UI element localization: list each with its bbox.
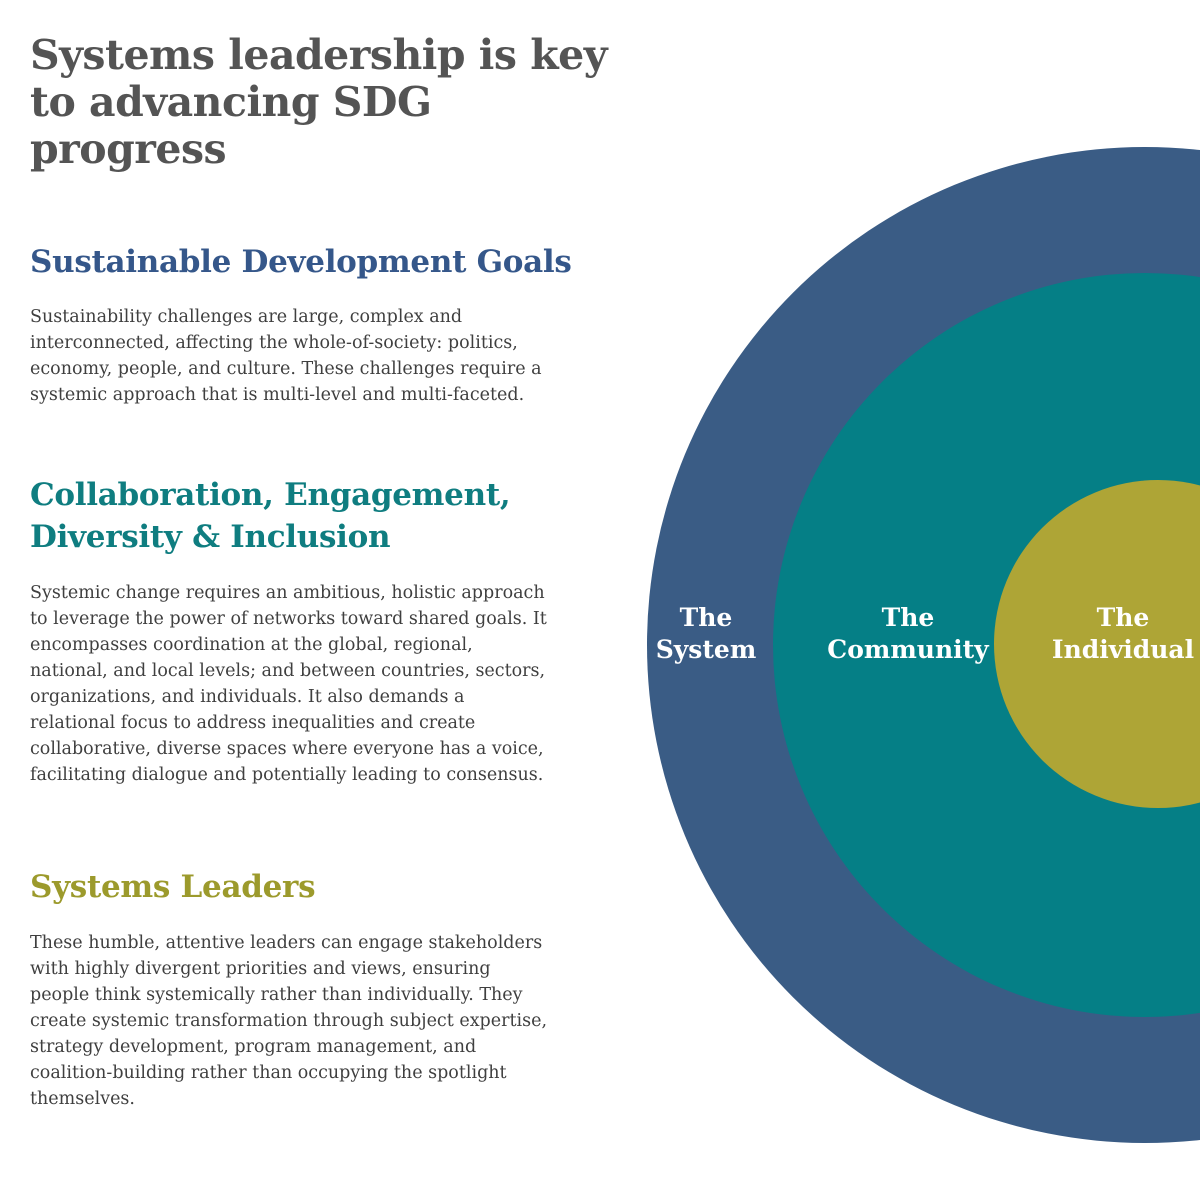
system-label-line-1: The bbox=[679, 603, 733, 632]
system-label: The System bbox=[646, 602, 766, 666]
individual-label-line-1: The bbox=[1096, 603, 1150, 632]
page-title: Systems leadership is key to advancing S… bbox=[30, 32, 630, 173]
individual-label: The Individual bbox=[1048, 602, 1198, 666]
community-label: The Community bbox=[818, 602, 998, 666]
community-label-line-1: The bbox=[881, 603, 935, 632]
individual-label-line-2: Individual bbox=[1051, 635, 1195, 664]
collaboration-body: Systemic change requires an ambitious, h… bbox=[30, 583, 547, 785]
collaboration-heading: Collaboration, Engagement, Diversity & I… bbox=[30, 477, 511, 555]
title-line-2: to advancing SDG progress bbox=[30, 78, 432, 173]
system-label-line-2: System bbox=[655, 635, 757, 664]
systems-leaders-heading: Systems Leaders bbox=[30, 869, 316, 905]
systems-leaders-body: These humble, attentive leaders can enga… bbox=[30, 933, 548, 1109]
sdg-heading: Sustainable Development Goals bbox=[30, 244, 572, 280]
sdg-body: Sustainability challenges are large, com… bbox=[30, 307, 542, 405]
title-line-1: Systems leadership is key bbox=[30, 31, 608, 79]
community-label-line-2: Community bbox=[827, 635, 989, 664]
